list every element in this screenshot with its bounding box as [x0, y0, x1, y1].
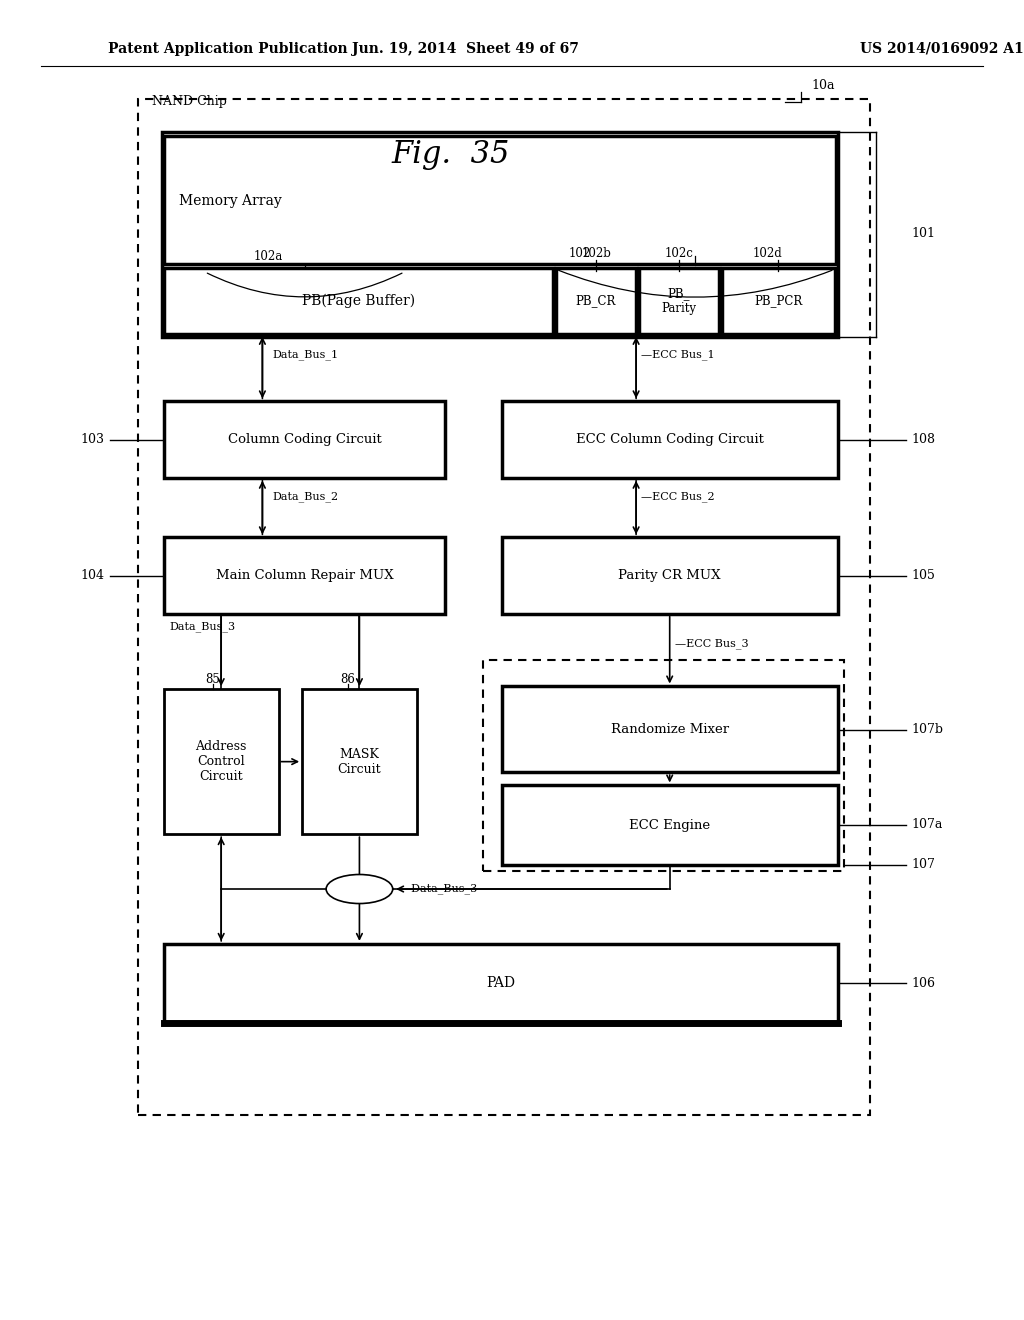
Text: Jun. 19, 2014  Sheet 49 of 67: Jun. 19, 2014 Sheet 49 of 67 [352, 42, 580, 55]
Text: —ECC Bus_2: —ECC Bus_2 [641, 491, 715, 503]
Text: 10a: 10a [811, 79, 835, 92]
Bar [639, 268, 719, 334]
Text: MASK
Circuit: MASK Circuit [338, 747, 381, 776]
Bar [502, 785, 838, 865]
Bar [138, 99, 870, 1115]
Text: Data_Bus_1: Data_Bus_1 [272, 348, 339, 360]
Text: Parity CR MUX: Parity CR MUX [618, 569, 721, 582]
Text: Main Column Repair MUX: Main Column Repair MUX [216, 569, 393, 582]
Text: 107b: 107b [911, 723, 943, 737]
Text: —ECC Bus_1: —ECC Bus_1 [641, 348, 715, 360]
Text: ECC Column Coding Circuit: ECC Column Coding Circuit [575, 433, 764, 446]
Text: Data_Bus_2: Data_Bus_2 [272, 491, 339, 503]
Text: —ECC Bus_3: —ECC Bus_3 [675, 638, 749, 649]
Bar [302, 689, 417, 834]
Text: 104: 104 [81, 569, 104, 582]
Text: Memory Array: Memory Array [179, 194, 282, 207]
Text: 102a: 102a [254, 249, 284, 263]
Text: 102: 102 [568, 247, 591, 260]
Text: US 2014/0169092 A1: US 2014/0169092 A1 [860, 42, 1024, 55]
Text: NAND Chip: NAND Chip [152, 95, 226, 108]
Text: 103: 103 [81, 433, 104, 446]
Bar [483, 660, 844, 871]
Text: 102d: 102d [753, 247, 782, 260]
Bar [164, 537, 445, 614]
Bar [164, 268, 553, 334]
Bar [164, 401, 445, 478]
Bar [502, 686, 838, 772]
Text: 101: 101 [911, 227, 935, 240]
Text: —Data_Bus_3: —Data_Bus_3 [400, 883, 477, 895]
Text: 107: 107 [911, 858, 935, 871]
Bar [502, 537, 838, 614]
Bar [722, 268, 835, 334]
Text: Data_Bus_3: Data_Bus_3 [169, 622, 236, 632]
Text: ECC Engine: ECC Engine [629, 818, 711, 832]
Ellipse shape [326, 874, 392, 903]
Text: PAD: PAD [486, 977, 515, 990]
Text: 86: 86 [341, 673, 355, 686]
Text: 102c: 102c [665, 247, 693, 260]
Text: 107a: 107a [911, 818, 943, 832]
Text: Patent Application Publication: Patent Application Publication [108, 42, 347, 55]
Text: 85: 85 [206, 673, 220, 686]
Text: PB_
Parity: PB_ Parity [662, 286, 696, 315]
Bar [164, 136, 836, 264]
Text: PB_PCR: PB_PCR [754, 294, 803, 308]
Text: Address
Control
Circuit: Address Control Circuit [196, 741, 247, 783]
Bar [164, 689, 279, 834]
Text: Randomize Mixer: Randomize Mixer [610, 723, 729, 735]
Text: 102b: 102b [582, 247, 611, 260]
Text: Column Coding Circuit: Column Coding Circuit [227, 433, 382, 446]
Text: 108: 108 [911, 433, 935, 446]
Text: PB(Page Buffer): PB(Page Buffer) [302, 294, 415, 308]
Bar [556, 268, 636, 334]
Bar [164, 944, 838, 1023]
Text: 106: 106 [911, 977, 935, 990]
Text: 105: 105 [911, 569, 935, 582]
Bar [502, 401, 838, 478]
Text: PB_CR: PB_CR [575, 294, 616, 308]
Bar [162, 132, 838, 337]
Text: Fig.  35: Fig. 35 [391, 139, 510, 170]
